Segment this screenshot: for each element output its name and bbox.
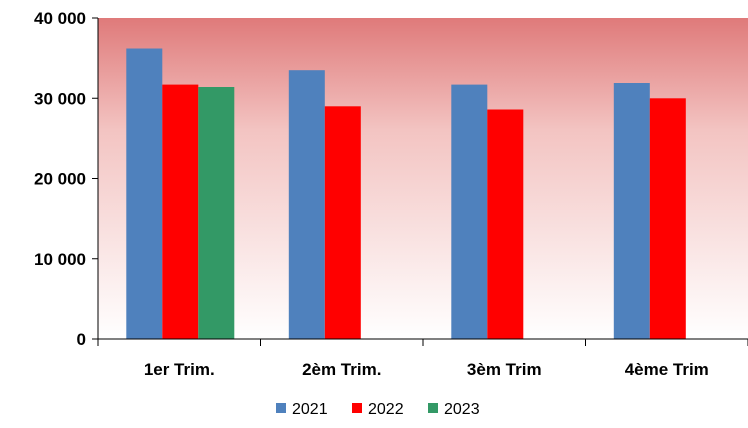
bar-2022-2 <box>487 109 524 339</box>
legend-label-2023: 2023 <box>444 401 480 418</box>
legend-swatch-2022 <box>352 403 362 413</box>
bar-2022-1 <box>324 106 361 339</box>
y-tick-label: 40 000 <box>34 9 86 28</box>
legend-label-2022: 2022 <box>368 401 404 418</box>
y-tick-label: 20 000 <box>34 170 86 189</box>
bar-2021-1 <box>288 70 325 339</box>
category-label: 3èm Trim <box>467 360 542 379</box>
category-label: 2èm Trim. <box>302 360 381 379</box>
legend-label-2021: 2021 <box>292 401 328 418</box>
y-tick-label: 30 000 <box>34 89 86 108</box>
bar-2021-0 <box>126 48 163 339</box>
bar-2022-3 <box>649 98 686 340</box>
y-tick-label: 10 000 <box>34 250 86 269</box>
category-label: 1er Trim. <box>144 360 215 379</box>
legend: 2021 2022 2023 <box>276 401 480 418</box>
axes <box>92 17 748 346</box>
category-label: 4ème Trim <box>625 360 709 379</box>
legend-swatch-2021 <box>276 403 286 413</box>
bar-2021-2 <box>451 84 488 339</box>
y-tick-labels: 0 10 000 20 000 30 000 40 000 <box>34 9 86 349</box>
bars <box>126 48 686 340</box>
category-labels: 1er Trim. 2èm Trim. 3èm Trim 4ème Trim <box>144 360 709 379</box>
y-tick-label: 0 <box>77 330 86 349</box>
legend-swatch-2023 <box>428 403 438 413</box>
bar-2022-0 <box>162 84 199 339</box>
bar-2021-3 <box>613 83 650 339</box>
bar-2023-0 <box>198 87 235 339</box>
